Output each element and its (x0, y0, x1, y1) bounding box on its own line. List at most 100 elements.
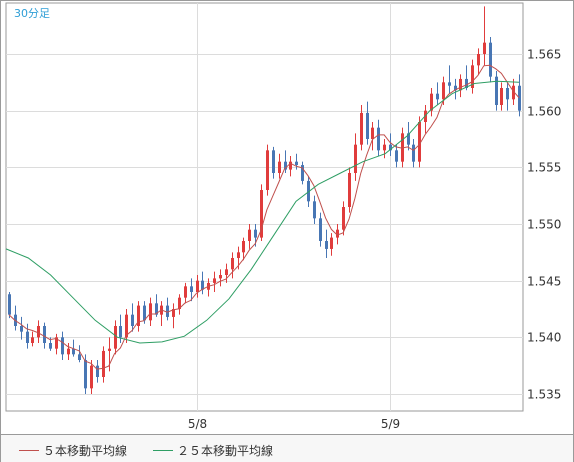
candle-body (37, 326, 40, 338)
candle-body (278, 161, 281, 173)
y-tick-label: 1.555 (527, 161, 561, 175)
y-tick-label: 1.565 (527, 48, 561, 62)
candle (149, 297, 152, 326)
candle (360, 105, 363, 151)
candle-body (149, 303, 152, 321)
legend: ５本移動平均線 ２５本移動平均線 (1, 434, 573, 462)
candle-body (354, 144, 357, 173)
candle (336, 224, 339, 245)
candle (330, 233, 333, 256)
candle-body (377, 127, 380, 151)
legend-swatch (153, 450, 173, 451)
candle-body (313, 201, 316, 219)
legend-swatch (19, 450, 39, 451)
candle (319, 212, 322, 247)
candle-body (31, 337, 34, 343)
x-tick-label: 5/9 (381, 417, 400, 431)
candle-body (442, 82, 445, 100)
candle-body (219, 275, 222, 279)
candle (231, 252, 234, 279)
candle-body (254, 229, 257, 238)
candle (518, 74, 521, 117)
candle (495, 71, 498, 111)
x-axis: 5/8 5/9 (188, 417, 400, 431)
candle (242, 237, 245, 261)
candle (96, 360, 99, 383)
candle (284, 150, 287, 173)
candle-body (119, 326, 122, 338)
y-tick-label: 1.545 (527, 275, 561, 289)
candle-body (237, 252, 240, 258)
candle-body (201, 280, 204, 290)
timeframe-label: 30分足 (14, 7, 50, 20)
y-tick-label: 1.560 (527, 105, 561, 119)
candle (418, 116, 421, 168)
candle (61, 331, 64, 360)
plot-border (5, 2, 524, 412)
legend-label: ５本移動平均線 (43, 444, 128, 458)
candle (342, 201, 345, 236)
candle-body (131, 314, 134, 326)
candle-body (448, 82, 451, 86)
candle (72, 339, 75, 357)
y-tick-label: 1.550 (527, 218, 561, 232)
ma25-line (5, 80, 520, 344)
candle (260, 184, 263, 241)
candle (313, 195, 316, 224)
candle (55, 333, 58, 355)
candle (213, 271, 216, 292)
candle-body (225, 269, 228, 275)
candle-body (289, 161, 292, 170)
legend-item: ２５本移動平均線 (153, 442, 273, 459)
candle (354, 133, 357, 181)
candle-body (336, 229, 339, 238)
candle-body (242, 241, 245, 253)
candle-body (190, 286, 193, 292)
candle-body (196, 280, 199, 292)
candle-body (506, 88, 509, 100)
candle-body (260, 190, 263, 238)
candle-body (430, 93, 433, 111)
candle-body (178, 297, 181, 309)
candle (31, 331, 34, 347)
candle-body (78, 354, 81, 360)
candle (395, 144, 398, 168)
candle (348, 167, 351, 213)
candle (190, 278, 193, 302)
y-tick-label: 1.540 (527, 331, 561, 345)
candle-body (366, 112, 369, 139)
candle-body (518, 85, 521, 111)
candle-body (512, 85, 515, 100)
candle (78, 345, 81, 363)
candle-body (348, 173, 351, 207)
candle (477, 48, 480, 75)
candle (219, 269, 222, 287)
candle (102, 346, 105, 383)
candle (108, 337, 111, 372)
candle-body (307, 180, 310, 202)
candle-body (325, 241, 328, 249)
candle-body (465, 78, 468, 88)
candle (248, 224, 251, 249)
candle (430, 88, 433, 117)
candle-body (407, 133, 410, 145)
candle-body (418, 122, 421, 162)
candle (407, 122, 410, 151)
candle (172, 303, 175, 329)
candle-body (102, 350, 105, 377)
candle-body (272, 150, 275, 173)
candle-body (72, 348, 75, 355)
candle (266, 144, 269, 196)
candle-body (471, 65, 474, 88)
candle (20, 316, 23, 340)
candle (278, 153, 281, 179)
candle-body (125, 314, 128, 338)
candle (272, 146, 275, 179)
moving-average-lines (5, 64, 520, 370)
candle (454, 78, 457, 100)
candle-body (155, 303, 158, 315)
candle (436, 82, 439, 105)
grid-lines (5, 2, 524, 412)
candle-body (389, 144, 392, 151)
